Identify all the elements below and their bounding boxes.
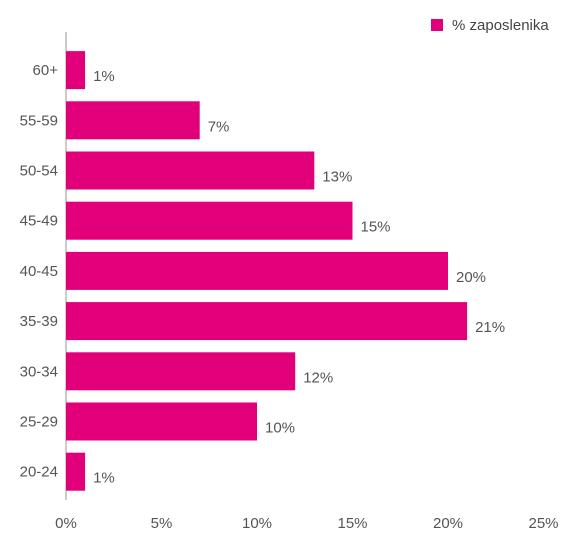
- x-axis-labels: 0% 5% 10% 15% 20% 25%: [55, 515, 558, 532]
- value-label: 20%: [456, 269, 486, 286]
- x-tick-label: 5%: [151, 515, 173, 532]
- value-label: 15%: [361, 219, 391, 236]
- bar-20-24: [66, 452, 86, 491]
- value-label: 7%: [208, 118, 230, 135]
- bar-30-34: [66, 352, 296, 391]
- legend-swatch: [431, 19, 443, 31]
- value-label: 1%: [93, 470, 115, 487]
- value-label: 13%: [322, 169, 352, 186]
- value-labels: 1% 7% 13% 15% 20% 21% 12% 10% 1%: [93, 68, 505, 487]
- bar-25-29: [66, 402, 257, 441]
- y-tick-label: 40-45: [20, 263, 58, 280]
- y-axis-labels: 60+ 55-59 50-54 45-49 40-45 35-39 30-34 25-29 20…: [20, 62, 59, 481]
- bar-55-59: [66, 101, 200, 140]
- value-label: 21%: [475, 319, 505, 336]
- x-tick-label: 15%: [337, 515, 367, 532]
- x-tick-label: 10%: [242, 515, 272, 532]
- x-tick-label: 0%: [55, 515, 77, 532]
- bar-45-49: [66, 201, 353, 240]
- x-tick-label: 25%: [528, 515, 558, 532]
- bar-35-39: [66, 302, 468, 341]
- legend: % zaposlenika: [431, 17, 549, 34]
- bar-40-45: [66, 251, 448, 290]
- y-tick-label: 60+: [33, 62, 59, 79]
- y-tick-label: 30-34: [20, 363, 58, 380]
- x-tick-label: 20%: [433, 515, 463, 532]
- value-label: 12%: [303, 369, 333, 386]
- y-tick-label: 25-29: [20, 414, 58, 431]
- legend-label: % zaposlenika: [452, 17, 549, 34]
- value-label: 1%: [93, 68, 115, 85]
- bars-group: [66, 51, 468, 491]
- bar-60+: [66, 51, 86, 90]
- y-tick-label: 45-49: [20, 213, 58, 230]
- y-tick-label: 20-24: [20, 464, 58, 481]
- y-tick-label: 50-54: [20, 163, 58, 180]
- value-label: 10%: [265, 420, 295, 437]
- bar-50-54: [66, 151, 315, 190]
- y-tick-label: 55-59: [20, 112, 58, 129]
- y-tick-label: 35-39: [20, 313, 58, 330]
